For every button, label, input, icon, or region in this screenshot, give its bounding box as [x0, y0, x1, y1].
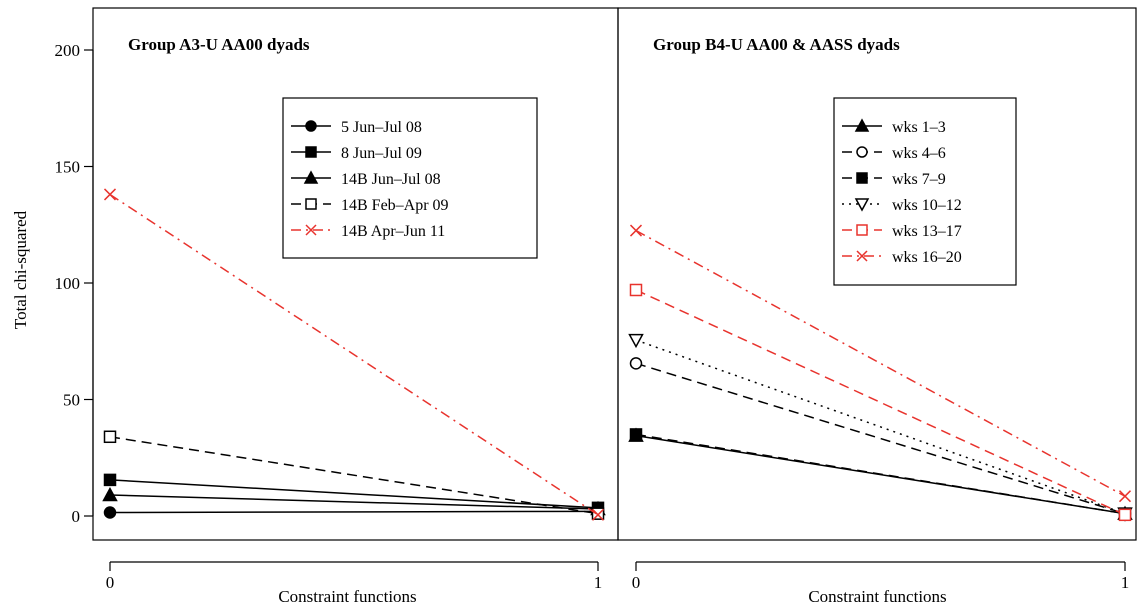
legend-item: 5 Jun–Jul 08 — [291, 119, 422, 136]
marker-open-square — [629, 283, 643, 297]
marker-x — [305, 224, 317, 236]
x-tick-label: 0 — [632, 573, 641, 592]
x-axis-label: Constraint functions — [808, 587, 946, 606]
marker-circle — [103, 506, 117, 519]
legend-item: 14B Apr–Jun 11 — [291, 223, 445, 240]
legend-item: wks 13–17 — [842, 223, 962, 240]
legend-label: 8 Jun–Jul 09 — [341, 145, 422, 162]
legend-item: wks 4–6 — [842, 145, 946, 162]
legend-label: wks 16–20 — [892, 249, 962, 266]
panel-left: Group A3-U AA00 dyads 0 1 Constraint functi… — [92, 7, 619, 606]
marker-open-circle — [629, 357, 643, 370]
marker-open-square — [103, 430, 117, 444]
series-line — [109, 479, 599, 509]
legend-label: wks 4–6 — [892, 145, 946, 162]
legend-label: wks 13–17 — [892, 223, 962, 240]
marker-circle — [305, 120, 317, 132]
legend: wks 1–3 wks 4–6 wks 7–9 wks 10–12 wks 13–17 w… — [833, 97, 1017, 286]
legend-item: wks 1–3 — [842, 118, 946, 136]
series-line — [109, 193, 599, 516]
series-line — [109, 436, 599, 515]
series-2 — [629, 357, 1132, 520]
y-axis-label: Total chi-squared — [11, 210, 30, 329]
y-axis: 0 50 100 150 200 — [55, 41, 94, 526]
plot-frame — [92, 7, 619, 541]
series-line — [109, 494, 599, 510]
y-tick-label: 200 — [55, 41, 81, 60]
legend-item: 8 Jun–Jul 09 — [291, 145, 422, 162]
legend-item: wks 10–12 — [842, 197, 962, 214]
chart-title: Group B4-U AA00 & AASS dyads — [653, 35, 900, 54]
marker-open-circle — [856, 146, 868, 158]
y-tick-label: 50 — [63, 391, 80, 410]
legend-label: 14B Feb–Apr 09 — [341, 197, 449, 214]
marker-open-square — [591, 507, 605, 520]
legend-item: 14B Jun–Jul 08 — [291, 170, 441, 188]
x-tick-label: 1 — [1121, 573, 1130, 592]
x-tick-label: 0 — [106, 573, 115, 592]
marker-open-square — [856, 224, 868, 236]
legend-label: wks 10–12 — [892, 197, 962, 214]
marker-open-square — [1118, 508, 1132, 522]
marker-triangle — [102, 486, 118, 502]
legend-item: 14B Feb–Apr 09 — [291, 197, 449, 214]
legend-label: wks 7–9 — [892, 171, 946, 188]
y-tick-label: 0 — [72, 507, 81, 526]
legend-label: 14B Jun–Jul 08 — [341, 171, 441, 188]
marker-square — [103, 473, 117, 487]
series-5 — [103, 188, 605, 521]
marker-x — [103, 188, 117, 201]
series-4 — [103, 430, 605, 520]
marker-open-down-triangle — [854, 198, 870, 212]
marker-triangle — [854, 118, 870, 132]
marker-open-square — [305, 198, 317, 210]
marker-square — [629, 428, 643, 441]
legend: 5 Jun–Jul 08 8 Jun–Jul 09 14B Jun–Jul 08 14… — [282, 97, 538, 259]
series-3 — [102, 486, 606, 516]
marker-triangle — [303, 170, 319, 184]
marker-x — [1118, 490, 1132, 503]
series-line — [635, 229, 1126, 497]
legend-label: 5 Jun–Jul 08 — [341, 119, 422, 136]
plot-frame — [617, 7, 1137, 541]
series-line — [635, 289, 1126, 516]
series-line — [635, 339, 1126, 515]
chart-title: Group A3-U AA00 dyads — [128, 35, 310, 54]
series-3 — [629, 428, 1132, 520]
x-tick-label: 1 — [594, 573, 603, 592]
y-tick-label: 100 — [55, 274, 81, 293]
series-line — [635, 433, 1126, 515]
legend-label: wks 1–3 — [892, 119, 946, 136]
marker-x — [629, 224, 643, 237]
y-tick-label: 150 — [55, 158, 81, 177]
x-axis-label: Constraint functions — [278, 587, 416, 606]
series-6 — [629, 224, 1132, 503]
marker-x — [856, 250, 868, 262]
marker-open-down-triangle — [628, 333, 644, 349]
legend-item: wks 7–9 — [842, 171, 946, 188]
series-line — [635, 362, 1126, 515]
marker-square — [305, 146, 317, 158]
marker-square — [856, 172, 868, 184]
series-5 — [629, 283, 1132, 522]
marker-x — [591, 508, 605, 521]
panel-right: Group B4-U AA00 & AASS dyads 0 1 Constraint… — [617, 7, 1137, 606]
legend-label: 14B Apr–Jun 11 — [341, 223, 445, 240]
legend-item: wks 16–20 — [842, 249, 962, 266]
series-line — [109, 510, 599, 514]
